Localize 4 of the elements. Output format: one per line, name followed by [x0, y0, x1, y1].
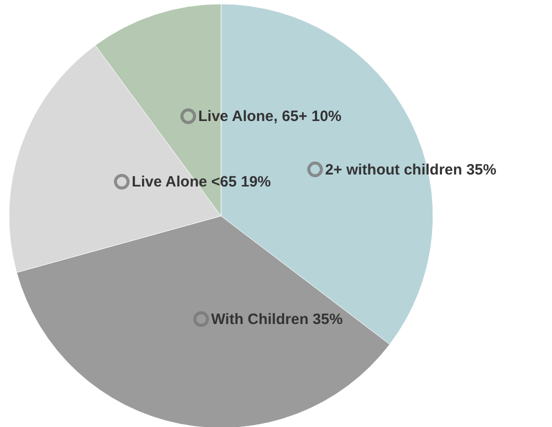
legend-label: 2+ without children 35%: [325, 161, 496, 178]
legend-label: Live Alone <65 19%: [132, 174, 271, 191]
legend-label: With Children 35%: [211, 311, 343, 328]
legend-label: Live Alone, 65+ 10%: [198, 108, 342, 126]
